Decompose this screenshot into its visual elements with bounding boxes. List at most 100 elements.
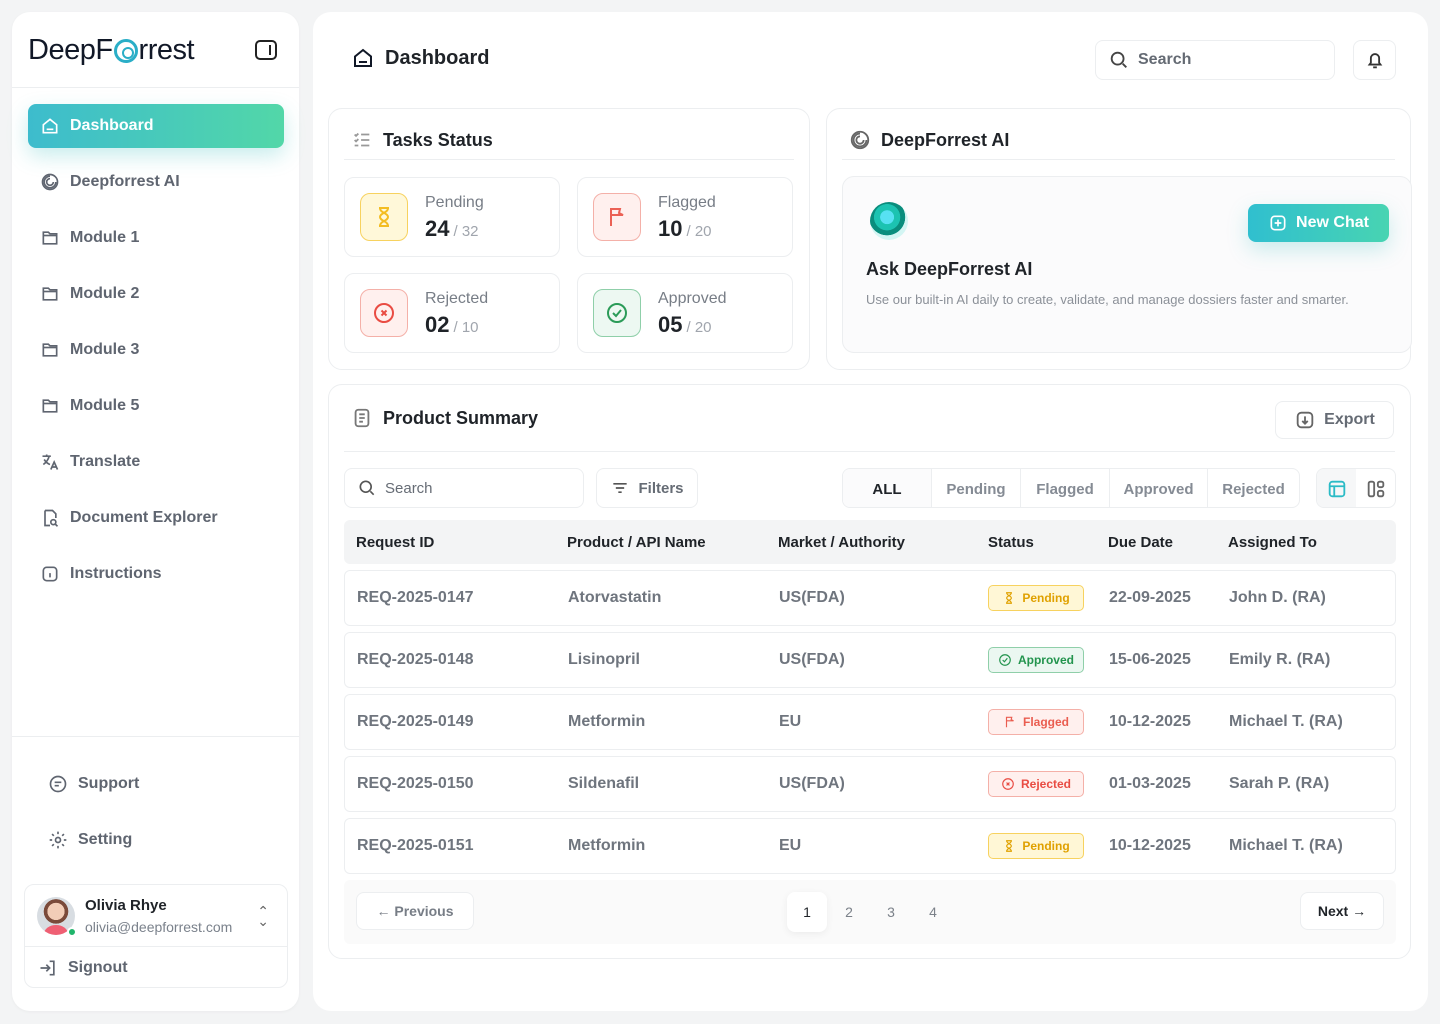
cell-product: Atorvastatin: [568, 589, 662, 606]
next-button[interactable]: Next →: [1300, 892, 1384, 930]
ai-orb-icon: [870, 202, 908, 240]
flag-icon: [1005, 716, 1014, 728]
cell-market: US(FDA): [779, 589, 845, 606]
product-summary-panel: Product Summary Export Search Filters AL…: [328, 384, 1411, 959]
table-row[interactable]: REQ-2025-0150 Sildenafil US(FDA) Rejected …: [344, 756, 1396, 812]
stat-value: 02/ 10: [425, 312, 479, 338]
table-row[interactable]: REQ-2025-0149 Metformin EU Flagged 10-12-2…: [344, 694, 1396, 750]
column-market-authority: Market / Authority: [778, 534, 905, 551]
sidebar-item-deepforrest-ai[interactable]: Deepforrest AI: [28, 160, 284, 204]
cell-request-id: REQ-2025-0148: [357, 651, 474, 668]
table-row[interactable]: REQ-2025-0148 Lisinopril US(FDA) Approved …: [344, 632, 1396, 688]
sidebar-item-instructions[interactable]: Instructions: [28, 552, 284, 596]
new-chat-label: New Chat: [1296, 214, 1369, 231]
cell-request-id: REQ-2025-0149: [357, 713, 474, 730]
hourglass-icon: [1006, 840, 1013, 852]
task-stat-pending[interactable]: Pending 24/ 32: [344, 177, 560, 257]
sidebar-item-module-2[interactable]: Module 2: [28, 272, 284, 316]
sidebar-item-module-1[interactable]: Module 1: [28, 216, 284, 260]
status-badge: Pending: [988, 585, 1084, 611]
export-button[interactable]: Export: [1275, 401, 1394, 439]
sidebar-item-translate[interactable]: Translate: [28, 440, 284, 484]
cell-assigned: Michael T. (RA): [1229, 713, 1343, 730]
cell-product: Sildenafil: [568, 775, 640, 792]
cell-due-date: 10-12-2025: [1109, 713, 1191, 730]
brand-o-mark-icon: [113, 39, 138, 63]
gear-icon: [48, 830, 68, 850]
collapse-sidebar-icon[interactable]: [255, 40, 277, 60]
table-row[interactable]: REQ-2025-0151 Metformin EU Pending 10-12-2…: [344, 818, 1396, 874]
column-request-id: Request ID: [356, 534, 435, 551]
cell-market: EU: [779, 837, 802, 854]
status-badge: Flagged: [988, 709, 1084, 735]
hourglass-icon: [360, 193, 408, 241]
filters-button[interactable]: Filters: [596, 468, 698, 508]
status-badge-label: Flagged: [1022, 715, 1069, 729]
cell-due-date: 22-09-2025: [1109, 589, 1191, 606]
cell-assigned: Emily R. (RA): [1229, 651, 1331, 668]
next-label: Next: [1317, 903, 1349, 919]
plus-square-icon: [1270, 215, 1286, 231]
sidebar-item-label: Deepforrest AI: [70, 173, 180, 190]
previous-label: Previous: [394, 903, 454, 919]
sidebar-item-label: Module 2: [70, 285, 140, 302]
ai-divider: [842, 159, 1395, 160]
top-search-input[interactable]: Search: [1095, 40, 1335, 80]
status-badge-label: Pending: [1022, 839, 1070, 853]
cell-assigned: John D. (RA): [1229, 589, 1326, 606]
tasks-status-label: Tasks Status: [383, 129, 493, 150]
deepforrest-ai-label: DeepForrest AI: [881, 129, 1010, 150]
task-stat-rejected[interactable]: Rejected 02/ 10: [344, 273, 560, 353]
ai-chat-card: New Chat Ask DeepForrest AI Use our buil…: [842, 176, 1412, 353]
table-row[interactable]: REQ-2025-0147 Atorvastatin US(FDA) Pending…: [344, 570, 1396, 626]
sidebar-item-support[interactable]: Support: [36, 762, 292, 806]
hourglass-icon: [1006, 592, 1013, 604]
stat-label: Pending: [425, 194, 484, 211]
cell-market: EU: [779, 713, 802, 730]
sidebar-item-label: Document Explorer: [70, 509, 218, 526]
page-number[interactable]: 3: [887, 904, 895, 920]
sidebar-item-setting[interactable]: Setting: [36, 818, 292, 862]
new-chat-button[interactable]: New Chat: [1248, 204, 1389, 242]
search-icon: [1110, 51, 1127, 68]
tab-pending[interactable]: Pending: [931, 469, 1020, 507]
tab-approved[interactable]: Approved: [1109, 469, 1207, 507]
status-tabs: ALL Pending Flagged Approved Rejected: [842, 468, 1300, 508]
signout-button[interactable]: Signout: [25, 946, 287, 988]
deepforrest-ai-panel: DeepForrest AI New Chat Ask DeepForrest …: [826, 108, 1412, 370]
sidebar-item-dashboard[interactable]: Dashboard: [28, 104, 284, 148]
stat-value: 05/ 20: [658, 312, 712, 338]
page-number[interactable]: 1: [787, 892, 827, 932]
page-number[interactable]: 4: [929, 904, 937, 920]
stat-count: 10: [658, 216, 683, 241]
tab-all[interactable]: ALL: [843, 469, 931, 507]
chat-icon: [48, 774, 68, 794]
stat-total: / 20: [686, 319, 712, 336]
task-stat-flagged[interactable]: Flagged 10/ 20: [577, 177, 793, 257]
table-search-input[interactable]: Search: [344, 468, 584, 508]
user-email: olivia@deepforrest.com: [85, 919, 233, 935]
page-number[interactable]: 2: [845, 904, 853, 920]
status-badge: Rejected: [988, 771, 1084, 797]
grid-view-icon[interactable]: [1356, 469, 1395, 507]
status-badge: Pending: [988, 833, 1084, 859]
sidebar-item-document-explorer[interactable]: Document Explorer: [28, 496, 284, 540]
brand-logo[interactable]: DeepF rrest: [28, 32, 195, 68]
tab-flagged[interactable]: Flagged: [1020, 469, 1109, 507]
sidebar-item-module-3[interactable]: Module 3: [28, 328, 284, 372]
table-view-icon[interactable]: [1317, 469, 1356, 507]
previous-button[interactable]: ← Previous: [356, 892, 474, 930]
chevron-up-down-icon[interactable]: ⌃ ⌄: [257, 903, 269, 929]
task-stat-approved[interactable]: Approved 05/ 20: [577, 273, 793, 353]
stat-label: Approved: [658, 290, 727, 307]
status-badge: Approved: [988, 647, 1084, 673]
user-card[interactable]: Olivia Rhye olivia@deepforrest.com ⌃ ⌄ Si…: [24, 884, 288, 988]
search-icon: [359, 480, 375, 496]
notification-bell-icon[interactable]: [1353, 40, 1396, 80]
tab-rejected[interactable]: Rejected: [1207, 469, 1299, 507]
cell-request-id: REQ-2025-0147: [357, 589, 474, 606]
column-product-name: Product / API Name: [567, 534, 706, 551]
sidebar-nav: Dashboard Deepforrest AI Module 1 Module…: [28, 104, 284, 608]
sidebar-item-label: Module 3: [70, 341, 140, 358]
sidebar-item-module-5[interactable]: Module 5: [28, 384, 284, 428]
